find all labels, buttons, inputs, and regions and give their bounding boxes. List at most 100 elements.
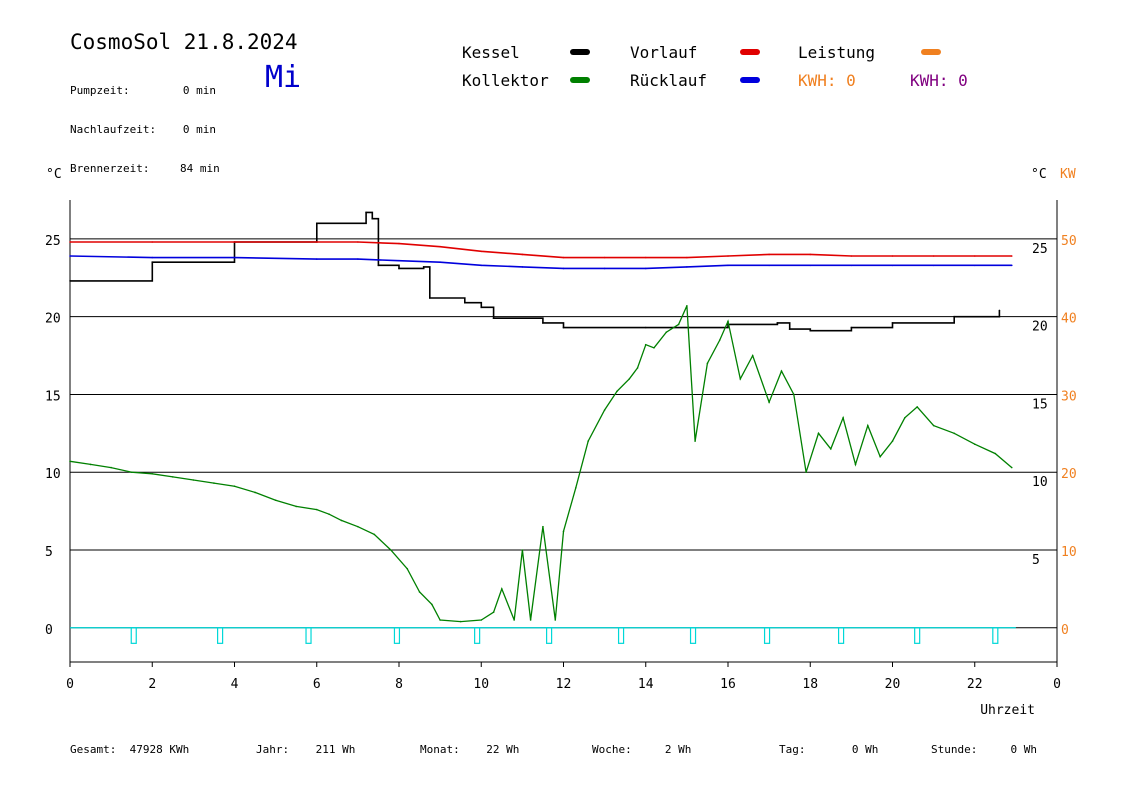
- series-kessel-point: [371, 217, 374, 220]
- series-kessel-point: [542, 322, 544, 324]
- y-tick-label-right: 5: [1032, 553, 1040, 568]
- series-kollektor-point: [994, 452, 997, 455]
- series-kollektor-point: [628, 378, 631, 380]
- footer-label: Stunde:: [931, 743, 978, 756]
- series-kollektor-point: [192, 479, 195, 481]
- series-kollektor-point: [315, 508, 318, 511]
- series-kessel-point: [492, 317, 495, 320]
- legend-kollektor-swatch: [570, 77, 590, 83]
- series-kollektor-point: [69, 460, 71, 463]
- legend-kessel-label: Kessel: [462, 43, 520, 62]
- series-ruecklauf-point: [891, 264, 894, 267]
- series-ruecklauf-point: [850, 264, 853, 267]
- series-kollektor-point: [793, 393, 795, 396]
- weekday-label: Mi: [265, 60, 302, 95]
- footer-label: Monat:: [420, 743, 460, 756]
- series-kollektor-point: [718, 339, 721, 341]
- x-tick-label: 2: [148, 677, 156, 692]
- series-vorlauf-point: [727, 255, 729, 257]
- series-kollektor-point: [89, 463, 92, 466]
- series-ruecklauf-point: [562, 267, 565, 270]
- series-kessel-point: [850, 326, 853, 329]
- leistung-pulse: [130, 627, 137, 644]
- kwh-purple-label: KWH: 0: [910, 71, 968, 90]
- series-kollektor-point: [603, 409, 606, 411]
- series-kollektor-point: [542, 525, 544, 528]
- series-kollektor-point: [328, 513, 330, 516]
- leistung-pulse: [689, 627, 697, 644]
- series-ruecklauf-point: [233, 256, 236, 259]
- series-vorlauf-point: [644, 256, 647, 259]
- series-kollektor-point: [780, 370, 783, 372]
- series-kollektor-point: [805, 471, 807, 474]
- series-vorlauf-point: [439, 245, 441, 248]
- leistung-pulse: [305, 627, 312, 644]
- series-ruecklauf-point: [727, 264, 729, 267]
- series-vorlauf-point: [1010, 255, 1013, 257]
- info-label: Nachlaufzeit:: [70, 123, 157, 136]
- y-axis-left-unit: °C: [46, 167, 62, 182]
- legend-ruecklauf-label: Rücklauf: [630, 71, 708, 90]
- series-kollektor-point: [172, 476, 174, 478]
- series-kollektor-point: [727, 320, 729, 323]
- series-kollektor-point: [233, 485, 236, 488]
- series-kollektor-point: [213, 482, 215, 484]
- leistung-pulse: [992, 627, 999, 644]
- series-kessel-point: [377, 264, 380, 267]
- legend-kessel-swatch: [570, 49, 590, 55]
- series-kollektor-point: [616, 390, 618, 393]
- series-vorlauf-point: [891, 255, 894, 257]
- series-vorlauf-point: [233, 241, 236, 243]
- info-block: Pumpzeit: 0 min Nachlaufzeit: 0 min Brenne…: [70, 58, 220, 188]
- series-ruecklauf-point: [973, 264, 976, 267]
- legend-kollektor-label: Kollektor: [462, 71, 549, 90]
- y-tick-label-left: 20: [45, 312, 61, 327]
- leistung-pulse: [763, 627, 771, 644]
- y-tick-label-kw: 0: [1061, 623, 1069, 638]
- info-label: Brennerzeit:: [70, 162, 150, 175]
- series-ruecklauf-point: [357, 258, 359, 260]
- series-ruecklauf-point: [480, 264, 483, 267]
- footer-label: Jahr:: [256, 743, 290, 756]
- footer-label: Tag:: [779, 743, 806, 756]
- series-vorlauf-point: [357, 241, 359, 243]
- leistung-pulse: [546, 627, 553, 644]
- series-ruecklauf-point: [521, 266, 524, 268]
- series-vorlauf-point: [69, 241, 71, 243]
- series-kollektor-point: [830, 448, 832, 450]
- series-kollektor-point: [439, 619, 441, 621]
- series-kollektor-point: [916, 406, 918, 408]
- chart-title: CosmoSol 21.8.2024: [70, 30, 298, 54]
- series-kollektor-point: [130, 471, 133, 474]
- footer-jahr: Jahr: 211 Wh: [256, 743, 355, 756]
- series-kollektor-point: [274, 499, 277, 502]
- series-kollektor-point: [891, 440, 894, 442]
- y-tick-label-right: 25: [1032, 242, 1048, 257]
- footer-woche: Woche: 2 Wh: [592, 743, 691, 756]
- series-kollektor-point: [932, 424, 935, 427]
- series-kollektor-point: [665, 331, 668, 334]
- series-kollektor-point: [575, 486, 577, 489]
- series-kollektor-point: [973, 443, 976, 446]
- series-kollektor-point: [739, 378, 742, 380]
- y-tick-label-right: 20: [1032, 320, 1048, 335]
- series-vorlauf-point: [686, 256, 688, 259]
- series-kollektor-point: [492, 611, 495, 614]
- series-kollektor-point: [562, 530, 565, 533]
- series-ruecklauf-point: [439, 261, 441, 264]
- series-vorlauf-point: [398, 242, 400, 245]
- series-kollektor-point: [768, 401, 770, 404]
- series-ruecklauf-point: [398, 259, 400, 262]
- series-vorlauf-point: [480, 250, 483, 253]
- x-tick-label: 8: [395, 677, 403, 692]
- series-kollektor-point: [854, 463, 857, 466]
- series-kessel-point: [398, 267, 400, 270]
- series-kessel-point: [429, 297, 431, 299]
- series-kollektor-point: [373, 533, 376, 536]
- footer-monat: Monat: 22 Wh: [420, 743, 519, 756]
- series-kessel-point: [953, 315, 955, 318]
- kwh-orange-label: KWH: 0: [798, 71, 856, 90]
- series-kollektor-point: [418, 591, 421, 593]
- series-kollektor-point: [653, 346, 655, 349]
